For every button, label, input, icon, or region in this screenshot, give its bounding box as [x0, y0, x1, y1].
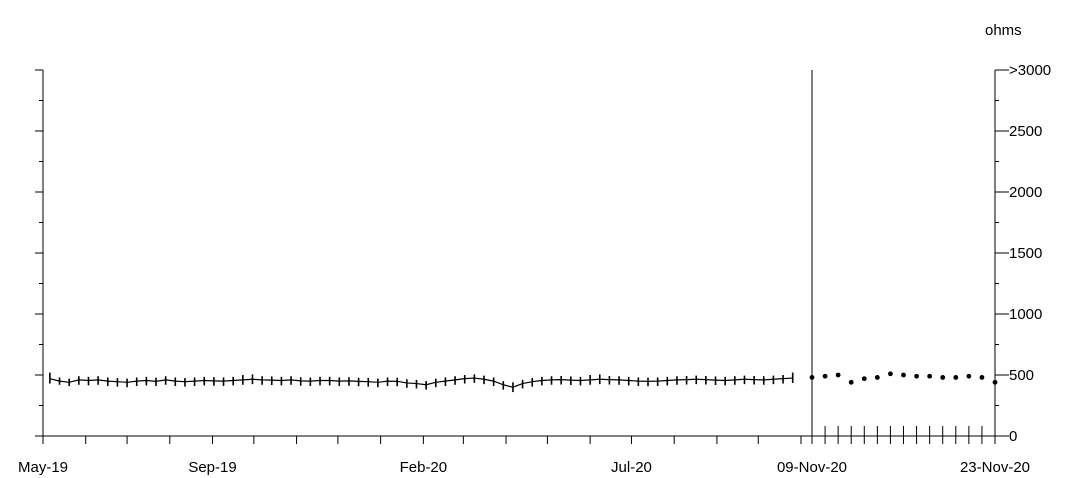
y-tick-label: 500: [1009, 367, 1034, 384]
x-tick-label: May-19: [18, 459, 68, 476]
x-tick-label: Jul-20: [611, 459, 652, 476]
data-point: [874, 375, 880, 380]
data-point: [809, 375, 815, 380]
weekly-range-bars: [49, 372, 794, 393]
y-tick-label: 1000: [1009, 306, 1042, 323]
x-tick-label: Sep-19: [188, 459, 236, 476]
data-point: [861, 376, 867, 382]
data-point: [835, 372, 841, 378]
y-tick-label: 2000: [1009, 184, 1042, 201]
data-point: [940, 375, 946, 380]
x-tick-label: 09-Nov-20: [777, 459, 847, 476]
data-point: [888, 371, 893, 377]
y-tick-label: >3000: [1009, 62, 1051, 79]
data-point: [992, 379, 998, 385]
data-point: [966, 373, 972, 379]
x-axis-ticks: May-19 Sep-19 Feb-20 Jul-20 09-Nov-20 23-Nov-…: [18, 426, 1030, 476]
y-axis-unit-label: ohms: [985, 22, 1022, 39]
data-point: [822, 373, 828, 379]
data-point: [927, 373, 933, 379]
x-tick-label: Feb-20: [400, 459, 448, 476]
mean-line: [49, 377, 793, 388]
data-point: [953, 375, 959, 380]
y-tick-label: 0: [1009, 428, 1017, 445]
y-axis-ticks: 0 500 1000 1500 2000 2500 >3000: [35, 62, 1051, 445]
data-point: [979, 375, 985, 380]
daily-points: [809, 371, 998, 385]
data-point: [848, 379, 854, 385]
y-tick-label: 2500: [1009, 123, 1042, 140]
data-point: [914, 373, 919, 379]
x-tick-label: 23-Nov-20: [960, 459, 1030, 476]
data-point: [901, 372, 906, 378]
y-tick-label: 1500: [1009, 245, 1042, 262]
